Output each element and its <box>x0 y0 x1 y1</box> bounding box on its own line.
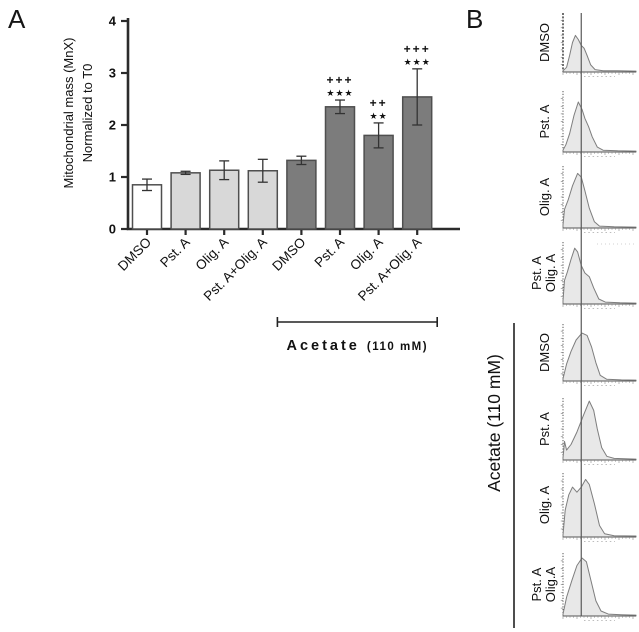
y-tick-label: 1 <box>109 170 116 185</box>
histogram-curve <box>562 247 637 305</box>
x-category-label: Pst. A <box>157 235 193 271</box>
histogram-label-line2: Olig.A <box>543 566 558 602</box>
histogram-curve <box>562 34 637 73</box>
x-category-label: DMSO <box>269 235 308 274</box>
histogram-label: DMSO <box>537 333 552 372</box>
histogram-label-line1: Pst. A <box>529 256 544 290</box>
bar <box>324 106 356 230</box>
bar <box>131 184 163 230</box>
y-tick-label: 3 <box>109 66 116 81</box>
bar <box>363 134 394 230</box>
histogram-curve <box>562 400 637 461</box>
histogram-label: Pst. A <box>537 104 552 138</box>
histogram-curve <box>562 332 637 382</box>
histogram-curve <box>562 172 637 229</box>
acetate-bracket-label-sub: (110 mM) <box>367 341 428 353</box>
significance-plus: +++ <box>326 73 353 87</box>
acetate-bracket <box>276 317 438 327</box>
x-category-label: Pst. A <box>312 235 348 271</box>
y-tick-label: 0 <box>109 222 116 237</box>
y-axis-label-line2: Normalized to T0 <box>80 64 95 163</box>
panel-b-label: B <box>466 4 483 34</box>
bar <box>170 172 201 230</box>
histogram-curve <box>562 557 637 617</box>
acetate-bracket-label-main: Acetate <box>286 338 359 354</box>
significance-stars: ★★★ <box>326 88 353 98</box>
significance-plus: +++ <box>404 42 431 56</box>
y-tick-label: 4 <box>109 14 117 29</box>
significance-plus: ++ <box>370 96 388 110</box>
histogram-label-line2: Olig. A <box>543 254 558 293</box>
x-category-label: DMSO <box>115 235 154 274</box>
histogram-label: DMSO <box>537 23 552 62</box>
acetate-group-label: Acetate (110 mM) <box>484 354 504 492</box>
significance-stars: ★★ <box>370 111 388 121</box>
acetate-bracket-label: Acetate (110 mM) <box>286 338 428 354</box>
histogram-label: Olig. A <box>537 486 552 525</box>
histogram-label: Olig. A <box>537 178 552 217</box>
panel-a-bar-chart: 0 1 2 3 4 Mitochondrial mass (MnX) Normalized … <box>61 14 460 354</box>
histogram-label: Pst. A <box>537 412 552 446</box>
histogram-curve <box>562 478 637 538</box>
panel-a-label: A <box>8 4 26 34</box>
histogram-label-line1: Pst. A <box>529 567 544 601</box>
significance-stars: ★★★ <box>404 57 431 67</box>
y-axis-label-line1: Mitochondrial mass (MnX) <box>61 38 76 189</box>
histogram-curve <box>562 101 637 153</box>
y-tick-label: 2 <box>109 118 116 133</box>
bar <box>286 159 317 230</box>
